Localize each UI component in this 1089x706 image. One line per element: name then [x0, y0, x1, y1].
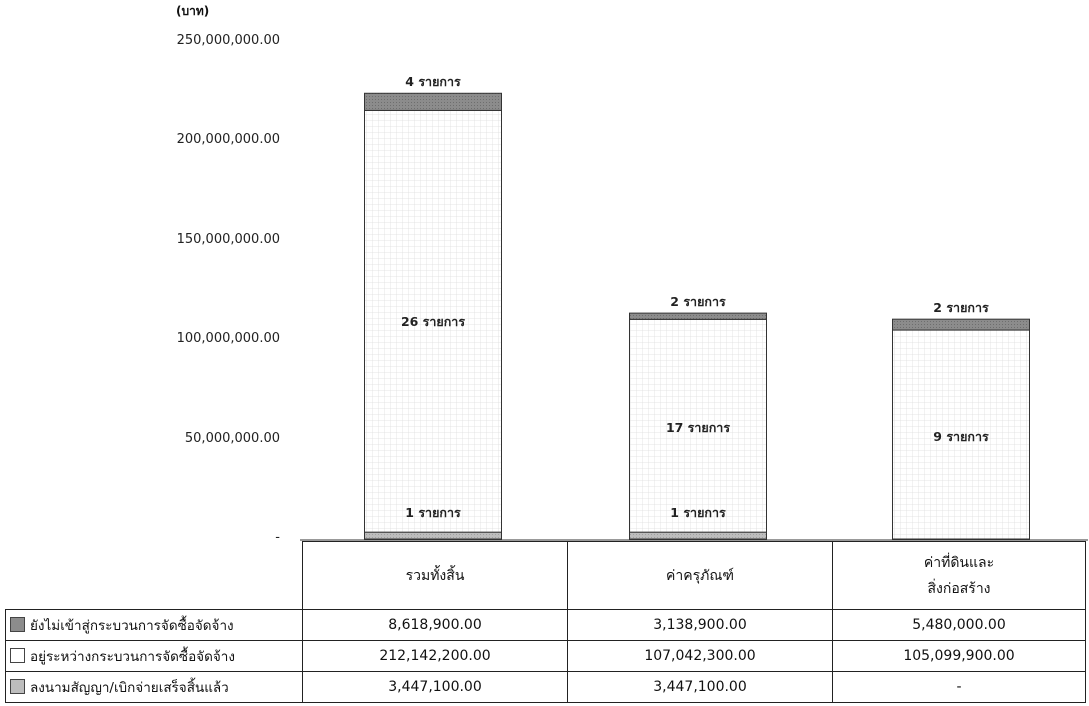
bar-data-label: 17 รายการ: [665, 419, 731, 435]
category-label: สิ่งก่อสร้าง: [927, 580, 991, 597]
legend-swatch: [10, 617, 25, 632]
bar-data-label: 9 รายการ: [933, 428, 989, 444]
category-header: ค่าที่ดินและสิ่งก่อสร้าง: [832, 541, 1086, 610]
legend-series-name: ยังไม่เข้าสู่กระบวนการจัดซื้อจัดจ้าง: [30, 618, 234, 634]
bar-segment: [364, 92, 502, 111]
legend-series-name: ลงนามสัญญา/เบิกจ่ายเสร็จสิ้นแล้ว: [30, 680, 229, 696]
bar-segment: [629, 531, 767, 540]
table-value-cell: -: [832, 671, 1086, 703]
y-tick-label: -: [275, 530, 280, 545]
table-value-cell: 107,042,300.00: [567, 640, 833, 672]
table-header-row: รวมทั้งสิ้น ค่าครุภัณฑ์ ค่าที่ดินและสิ่งก่…: [5, 541, 1086, 610]
bar-segment: [364, 531, 502, 540]
category-header: รวมทั้งสิ้น: [302, 541, 568, 610]
table-value-cell: 3,138,900.00: [567, 609, 833, 641]
category-label: ค่าที่ดินและ: [923, 554, 995, 571]
legend-series-cell: อยู่ระหว่างกระบวนการจัดซื้อจัดจ้าง: [5, 640, 303, 672]
bar-data-label: 1 รายการ: [670, 505, 726, 520]
table-value-cell: 3,447,100.00: [302, 671, 568, 703]
table-value-cell: 5,480,000.00: [832, 609, 1086, 641]
bar-data-label: 2 รายการ: [933, 300, 989, 316]
bar-segment: [892, 329, 1030, 540]
bar-data-label: 26 รายการ: [400, 314, 466, 329]
bar-segment: [364, 109, 502, 533]
legend-series-cell: ยังไม่เข้าสู่กระบวนการจัดซื้อจัดจ้าง: [5, 609, 303, 641]
bar-data-label: 2 รายการ: [670, 294, 726, 310]
table-row: อยู่ระหว่างกระบวนการจัดซื้อจัดจ้าง 212,14…: [5, 640, 1086, 672]
category-header: ค่าครุภัณฑ์: [567, 541, 833, 610]
legend-series-cell: ลงนามสัญญา/เบิกจ่ายเสร็จสิ้นแล้ว: [5, 671, 303, 703]
bar-segment: [892, 318, 1030, 331]
y-tick-label: 150,000,000.00: [176, 231, 280, 247]
table-value-cell: 212,142,200.00: [302, 640, 568, 672]
legend-swatch: [10, 648, 25, 663]
y-tick-label: 50,000,000.00: [184, 430, 280, 446]
bar-segment: [629, 312, 767, 320]
table-value-cell: 3,447,100.00: [567, 671, 833, 703]
table-row: ลงนามสัญญา/เบิกจ่ายเสร็จสิ้นแล้ว 3,447,10…: [5, 671, 1086, 703]
category-label: รวมทั้งสิ้น: [405, 567, 465, 584]
legend-swatch: [10, 679, 25, 694]
bar-data-label: 4 รายการ: [405, 74, 461, 90]
bar-data-label: 1 รายการ: [405, 505, 461, 520]
table-row: ยังไม่เข้าสู่กระบวนการจัดซื้อจัดจ้าง 8,61…: [5, 609, 1086, 641]
bar-segment: [629, 318, 767, 533]
category-label: ค่าครุภัณฑ์: [666, 567, 734, 584]
table-corner-cell: [5, 541, 303, 610]
data-table: รวมทั้งสิ้น ค่าครุภัณฑ์ ค่าที่ดินและสิ่งก่…: [5, 541, 1086, 703]
y-tick-label: 200,000,000.00: [176, 132, 280, 148]
table-value-cell: 8,618,900.00: [302, 609, 568, 641]
y-tick-label: 250,000,000.00: [176, 33, 280, 48]
y-tick-label: 100,000,000.00: [176, 331, 280, 347]
legend-series-name: อยู่ระหว่างกระบวนการจัดซื้อจัดจ้าง: [30, 649, 235, 665]
table-value-cell: 105,099,900.00: [832, 640, 1086, 672]
y-axis-unit-label: (บาท): [176, 4, 210, 18]
